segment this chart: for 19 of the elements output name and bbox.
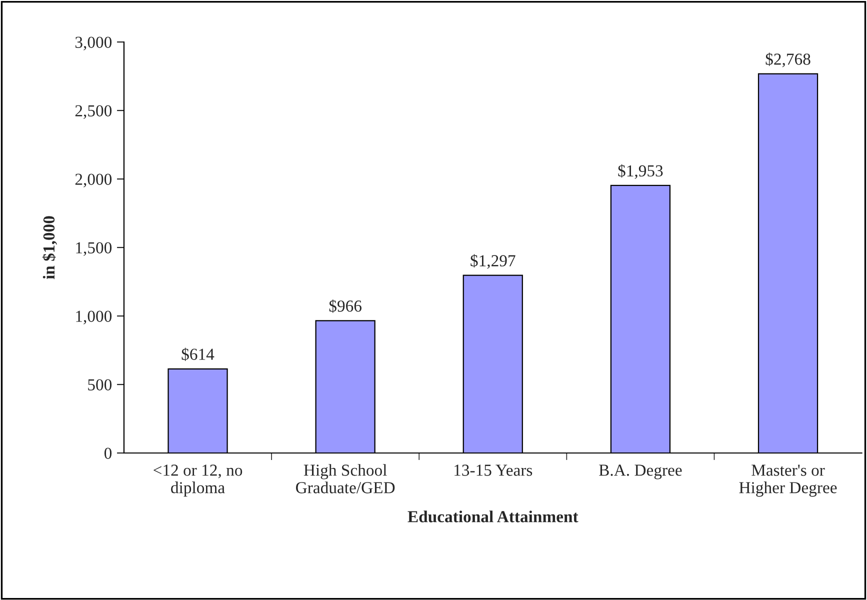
x-axis-title: Educational Attainment [408,510,578,522]
y-tick-label: 2,500 [75,105,112,119]
data-label: $966 [329,299,362,313]
data-label: $614 [182,348,214,362]
y-axis-title: in $1,000 [42,216,58,280]
data-label: $1,297 [470,254,516,269]
x-tick-label: Master's or Higher Degree [739,464,837,497]
y-tick-label: 0 [104,448,112,459]
y-tick-label: 1,500 [76,242,112,256]
x-tick-label: <12 or 12, no diploma [154,464,242,497]
y-tick-label: 2,000 [75,174,112,188]
x-tick-label: B.A. Degree [599,464,682,480]
x-tick-label: 13-15 Years [454,464,532,476]
y-tick-label: 3,000 [75,36,112,50]
data-label: $2,768 [766,52,810,68]
data-label: $1,953 [618,164,663,179]
x-tick-label: High School Graduate/GED [296,464,395,494]
y-tick-label: 1,000 [76,310,112,324]
y-tick-label: 500 [88,379,112,390]
